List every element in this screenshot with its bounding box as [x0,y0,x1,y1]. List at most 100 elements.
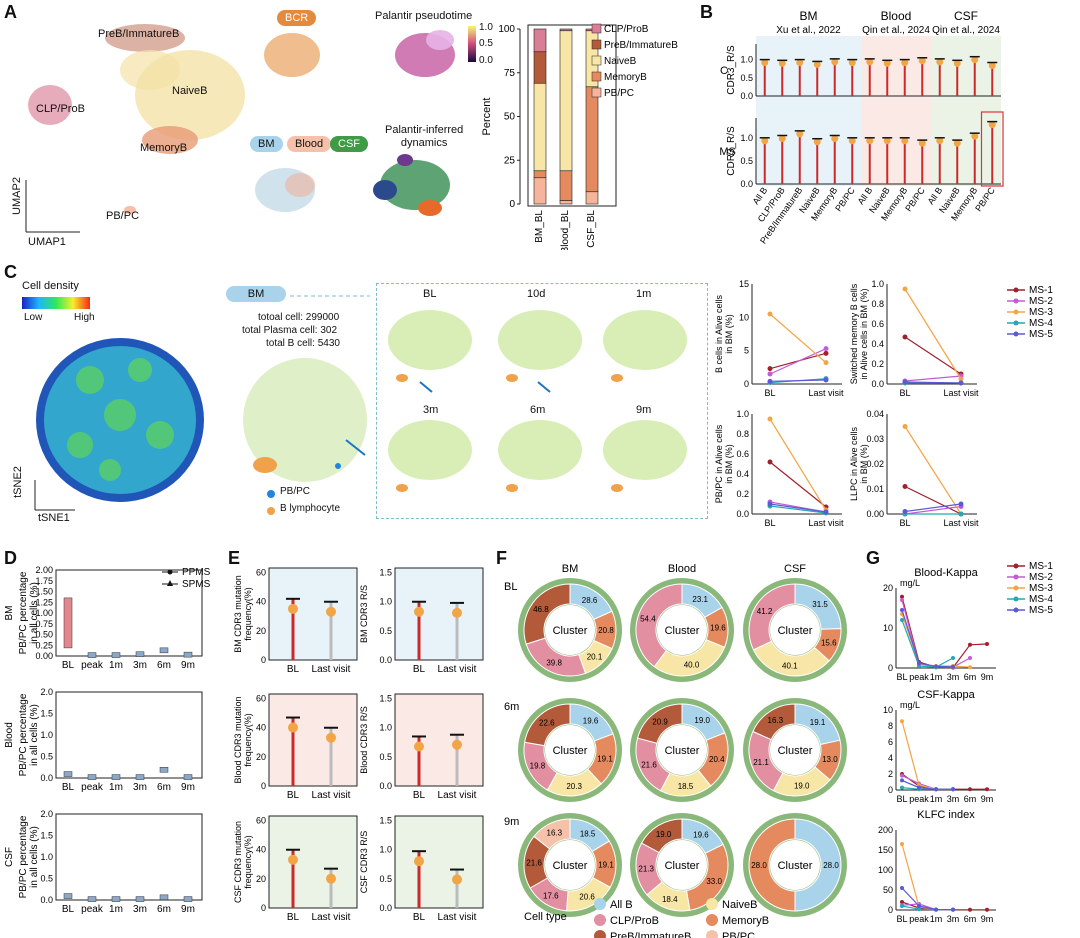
tsne-plasma [611,374,623,382]
x-tick-label: 9m [181,904,195,915]
donut-value: 20.4 [709,755,725,764]
donut-value: 21.6 [641,760,657,769]
arrow-10d [537,381,551,393]
y-axis-label: LLPC in Alive cellsin BM (%) [849,426,869,501]
box [87,896,97,902]
pseudotime-title: Palantir pseudotime [375,10,473,22]
legend-label: MS-5 [1029,605,1053,616]
x-tick-label: Last visit [312,912,351,923]
x-tick-label: BL [764,388,775,398]
donut-value: 28.6 [582,596,598,605]
x-tick-label: BL [899,518,910,528]
bar-segment [533,28,547,53]
bar-segment [559,200,573,205]
lollipop-dot [452,874,462,885]
panel-label-c: C [4,262,17,282]
x-tick-label: peak [909,672,929,682]
lollipop-dot [831,58,839,66]
donut-center [545,840,595,890]
tissue-label: BM [4,606,15,621]
donut-value: 18.5 [580,830,596,839]
x-tick-label: Last visit [438,664,477,675]
y-tick-label: 1.5 [379,694,392,704]
legend-label: PB/PC [604,88,634,99]
cell-type-label: MemoryB [722,915,769,927]
legend-swatch [591,87,602,98]
box [63,597,73,649]
bar-segment [585,191,599,205]
x-tick-label: BL [764,518,775,528]
tsne-plasma [506,484,518,492]
series-point [767,416,773,422]
plot-frame [268,567,358,661]
x-tick-label: PB/PC [973,185,997,213]
box [135,651,145,657]
y-tick-label: 0.5 [40,752,53,762]
bar-segment [559,170,573,201]
tsne-timepoint [603,310,687,370]
y-tick-label: 0.25 [35,640,53,650]
tissue-label: CSF [4,847,15,867]
y-tick-label: 0.0 [40,773,53,783]
legend-marker [1013,574,1019,580]
donut-value: 13.0 [822,755,838,764]
series-line [904,503,962,513]
x-tick-label: Last visit [808,518,844,528]
y-tick-label: 0 [888,785,893,795]
row-label: BL [504,581,517,593]
series-line [904,375,962,382]
box [135,774,145,780]
chart-title: Blood-Kappa [914,567,978,579]
y-tick-label: 0.0 [871,379,884,389]
y-tick-label: 15 [739,279,749,289]
series-line [769,348,827,375]
donut-value: 40.1 [782,662,798,671]
y-axis-label-line: in all cells (%) [29,826,40,888]
lollipop-dot [848,137,856,145]
y-tick-label: 0.01 [866,484,884,494]
y-axis-label-line: in all cells (%) [29,582,40,644]
lollipop-dot [936,137,944,145]
series-point [902,509,908,514]
dynamics-title: Palantir-inferred dynamics [385,124,464,149]
plot-frame [394,693,484,787]
legend-swatch [591,23,602,34]
donut-value: 23.1 [692,595,708,604]
y-axis-label: CSF CDR3 mutationfrequency(%) [233,821,253,903]
col-label: BM [562,563,579,575]
y-axis-label: PB/PC percentagein all cells (%) [18,693,40,776]
x-tick-label: CSF_BL [586,210,597,248]
umap-axis-x: UMAP1 [28,236,66,248]
donut-value: 46.8 [533,605,549,614]
y-axis-label-line: in Alive cells in BM (%) [859,288,869,379]
umap-label-naiveb: NaiveB [172,85,208,97]
lollipop-dot [414,856,424,867]
x-tick-label: 1m [109,660,123,671]
box [159,767,169,773]
lollipop-dot [953,139,961,147]
y-tick-label: 1.5 [40,831,53,841]
y-tick-label: 100 [878,865,893,875]
y-axis-label-line: Blood CDR3 mutation [233,696,243,783]
legend-dot-blymph [267,507,275,515]
series-point [958,380,964,386]
y-tick-label: 0.04 [866,409,884,419]
cell-type-label: PB/PC [722,931,755,938]
series-point [968,665,972,670]
chart-title: KLFC index [917,809,975,821]
lollipop-dot [953,59,961,67]
legend-swatch [591,55,602,66]
donut-slice [748,818,796,912]
series-line [901,596,988,669]
y-axis-label-line: B cells in Alive cells [714,294,724,373]
donut-center-label: Cluster [778,745,813,757]
lollipop-dot [866,58,874,66]
col-label: Blood [668,563,696,575]
lollipop-dot [901,137,909,145]
x-tick-label: 6m [157,782,171,793]
y-axis-label-line: in BM (%) [859,444,869,484]
lollipop-dot [761,59,769,67]
cell-type-label: CLP/ProB [610,915,659,927]
